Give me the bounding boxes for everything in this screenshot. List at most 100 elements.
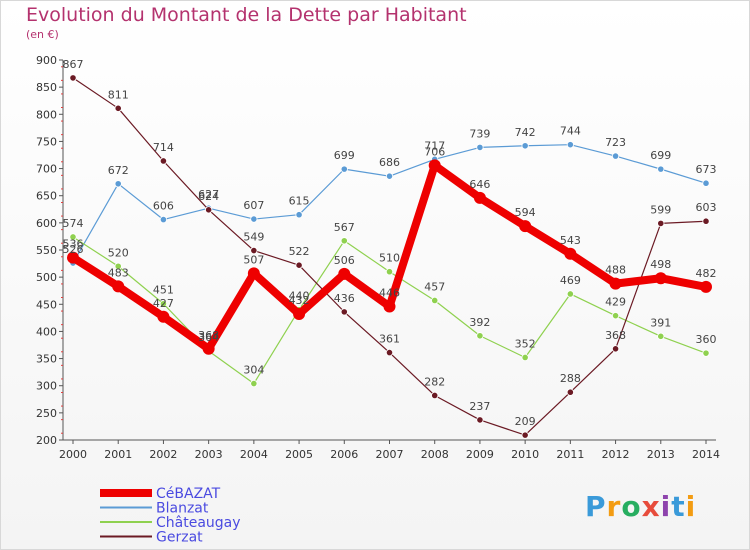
data-label: 360 [696,333,717,346]
data-label: 536 [63,238,84,251]
data-point [250,379,258,388]
data-point [609,277,622,290]
data-point [67,251,79,264]
data-point [476,332,484,340]
y-tick-label: 800 [36,108,57,121]
data-label: 672 [108,164,129,177]
data-label: 646 [469,178,490,191]
data-point [69,233,77,241]
x-tick-label: 2009 [466,448,494,461]
y-tick-label: 750 [36,135,57,148]
data-point [385,348,394,357]
data-label: 717 [424,139,445,152]
y-tick-label: 350 [36,353,57,366]
data-point [566,141,574,149]
data-label: 288 [560,372,581,385]
data-label: 237 [469,400,490,413]
x-tick-label: 2006 [330,448,358,461]
data-label: 686 [379,156,400,169]
data-label: 482 [696,267,717,280]
data-label: 742 [515,126,536,139]
data-point [519,220,532,233]
data-point [431,391,439,400]
data-label: 427 [153,297,174,310]
data-point [338,267,351,280]
x-tick-label: 2008 [421,448,449,461]
x-tick-label: 2011 [556,448,584,461]
x-tick-label: 2004 [240,448,268,461]
data-point [340,237,348,245]
data-point [564,247,577,260]
data-point [702,349,710,357]
legend-label: Gerzat [156,530,203,546]
data-point [69,74,77,82]
y-tick-label: 400 [36,325,57,338]
data-point [611,312,620,320]
data-point [383,300,396,313]
data-point [205,206,213,214]
x-tick-label: 2002 [149,448,177,461]
data-label: 706 [424,145,445,158]
data-point [657,332,665,340]
data-label: 451 [153,284,174,297]
data-point [340,308,348,316]
data-label: 522 [289,245,310,258]
data-label: 436 [334,292,355,305]
data-point [657,219,665,227]
data-point [521,431,529,439]
data-point [247,267,260,280]
data-point [431,296,439,305]
data-point [611,152,620,160]
data-point [385,268,394,276]
data-point [159,300,168,308]
data-label: 368 [198,329,219,342]
data-label: 510 [379,252,400,265]
data-label: 624 [198,190,219,203]
data-label: 567 [334,221,355,234]
y-tick-label: 200 [36,434,57,447]
data-point [476,143,484,151]
data-point [159,216,168,224]
data-point [295,211,303,219]
x-tick-label: 2003 [195,448,223,461]
chart-subtitle: (en €) [26,28,59,41]
data-label: 520 [108,246,129,259]
data-label: 457 [424,280,445,293]
data-point [702,217,710,225]
data-label: 627 [198,188,219,201]
data-label: 673 [696,163,717,176]
data-label: 699 [650,149,671,162]
y-tick-label: 450 [36,298,57,311]
data-point [654,272,667,285]
data-label: 867 [63,58,84,71]
data-label: 469 [560,274,581,287]
data-label: 574 [63,217,84,230]
x-tick-label: 2013 [647,448,675,461]
y-tick-label: 300 [36,380,57,393]
data-point [114,262,122,270]
data-label: 543 [560,234,581,247]
data-point [114,104,122,112]
data-point [476,416,484,424]
data-point [157,310,170,323]
data-label: 440 [289,290,310,303]
data-label: 282 [424,375,445,388]
data-point [114,180,122,188]
data-label: 723 [605,136,626,149]
data-point [566,290,574,298]
data-label: 352 [515,337,536,350]
data-label: 714 [153,141,174,154]
legend-label: Blanzat [156,501,209,517]
data-label: 361 [379,333,400,346]
x-tick-label: 2010 [511,448,539,461]
data-label: 549 [243,231,264,244]
data-label: 392 [469,316,490,329]
x-tick-label: 2014 [692,448,720,461]
data-label: 506 [334,254,355,267]
x-tick-label: 2001 [104,448,132,461]
y-tick-label: 650 [36,190,57,203]
data-point [700,280,712,293]
data-label: 368 [605,329,626,342]
data-label: 432 [289,294,310,307]
data-point [702,179,710,187]
